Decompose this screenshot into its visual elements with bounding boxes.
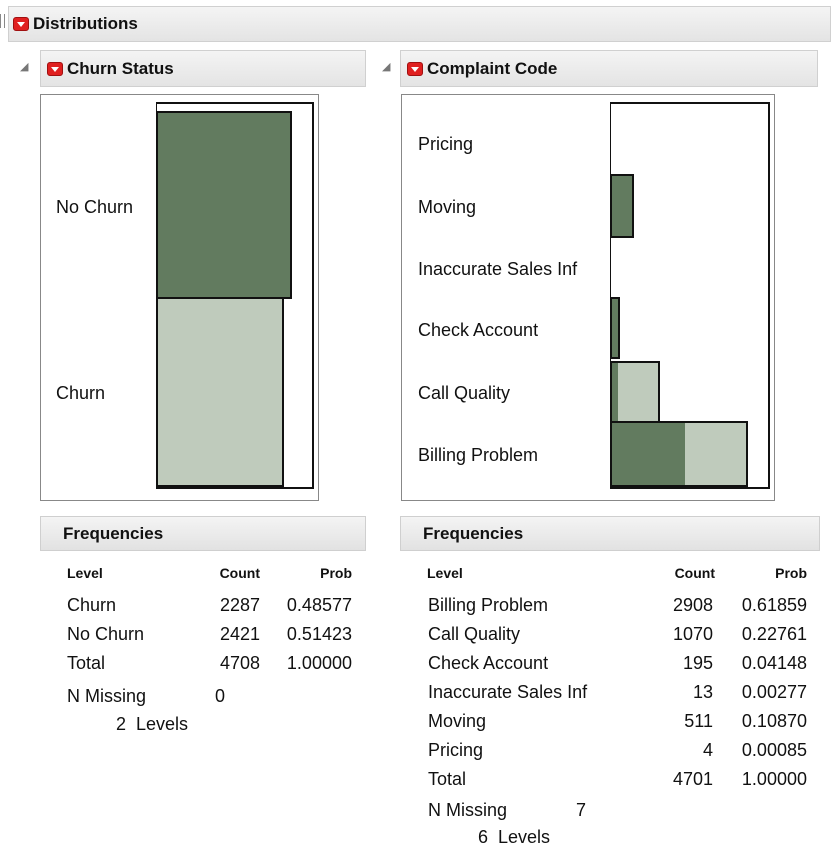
table-row-count: 13 xyxy=(692,682,713,702)
col-prob: Prob xyxy=(775,565,807,581)
churn-status-title: Churn Status xyxy=(67,58,174,78)
bar-check-account[interactable] xyxy=(610,297,620,359)
n-missing-label: N Missing xyxy=(428,800,508,820)
table-row-level: Total xyxy=(67,653,106,673)
complaint-frequencies-header[interactable]: Frequencies xyxy=(400,516,820,551)
table-row-prob: 0.00277 xyxy=(741,682,807,702)
frequencies-title: Frequencies xyxy=(423,523,524,543)
bar-no-churn[interactable] xyxy=(156,111,292,299)
axis-label-billing-problem: Billing Problem xyxy=(418,445,539,465)
table-row-level: No Churn xyxy=(67,624,145,644)
churn-frequencies-header[interactable]: Frequencies xyxy=(40,516,366,551)
table-row-level: Inaccurate Sales Inf xyxy=(428,682,588,702)
table-row-count: 4 xyxy=(702,740,713,760)
table-row-level: Check Account xyxy=(428,653,549,673)
disclosure-triangle-icon[interactable]: ◢ xyxy=(20,61,29,73)
table-row-level: Pricing xyxy=(428,740,484,760)
red-triangle-menu-icon[interactable] xyxy=(47,61,63,76)
col-count: Count xyxy=(219,565,260,581)
red-triangle-menu-icon[interactable] xyxy=(407,61,423,76)
splitter-handle[interactable] xyxy=(0,14,5,28)
table-row-prob: 0.04148 xyxy=(741,653,807,673)
levels-count: 2 Levels xyxy=(116,714,189,734)
table-row-prob: 0.22761 xyxy=(741,624,807,644)
table-row-prob: 1.00000 xyxy=(286,653,352,673)
table-row-prob: 0.00085 xyxy=(741,740,807,760)
table-row-level: Churn xyxy=(67,595,117,615)
table-row-prob: 0.61859 xyxy=(741,595,807,615)
col-count: Count xyxy=(674,565,715,581)
axis-label-check-account: Check Account xyxy=(418,320,539,340)
complaint-code-plot: Pricing Moving Inaccurate Sales Inf Chec… xyxy=(401,94,775,501)
bar-moving[interactable] xyxy=(610,174,634,238)
levels-count: 6 Levels xyxy=(478,827,551,847)
table-row-count: 511 xyxy=(684,711,713,731)
table-row-count: 2287 xyxy=(219,595,260,615)
churn-status-plot: No Churn Churn xyxy=(40,94,319,501)
table-row-count: 4708 xyxy=(219,653,260,673)
distributions-header[interactable]: Distributions xyxy=(8,6,831,42)
n-missing-value: 7 xyxy=(576,800,587,820)
table-row-level: Billing Problem xyxy=(428,595,549,615)
distributions-title: Distributions xyxy=(33,14,138,33)
table-row-prob: 0.51423 xyxy=(286,624,352,644)
table-row-level: Total xyxy=(428,769,467,789)
table-row-count: 4701 xyxy=(672,769,713,789)
axis-label-churn: Churn xyxy=(56,383,106,403)
bar-billing-problem-churn[interactable] xyxy=(610,421,685,487)
axis-label-pricing: Pricing xyxy=(418,134,474,154)
table-row-count: 1070 xyxy=(672,624,713,644)
col-prob: Prob xyxy=(320,565,352,581)
bar-call-quality-churn[interactable] xyxy=(610,361,618,423)
n-missing-label: N Missing xyxy=(67,686,147,706)
bar-churn[interactable] xyxy=(156,297,284,487)
table-row-prob: 1.00000 xyxy=(741,769,807,789)
table-row-count: 195 xyxy=(682,653,713,673)
axis-label-moving: Moving xyxy=(418,197,477,217)
table-row-level: Moving xyxy=(428,711,487,731)
table-row-prob: 0.48577 xyxy=(286,595,352,615)
table-row-level: Call Quality xyxy=(428,624,521,644)
red-triangle-menu-icon[interactable] xyxy=(13,17,29,31)
table-row-count: 2908 xyxy=(672,595,713,615)
complaint-code-header[interactable]: Complaint Code xyxy=(400,50,818,87)
col-level: Level xyxy=(427,565,463,581)
frequencies-title: Frequencies xyxy=(63,523,164,543)
axis-label-inaccurate-sales: Inaccurate Sales Inf xyxy=(418,259,578,279)
n-missing-value: 0 xyxy=(215,686,226,706)
axis-label-call-quality: Call Quality xyxy=(418,383,511,403)
table-row-prob: 0.10870 xyxy=(741,711,807,731)
disclosure-triangle-icon[interactable]: ◢ xyxy=(382,61,391,73)
churn-status-header[interactable]: Churn Status xyxy=(40,50,366,87)
table-row-count: 2421 xyxy=(219,624,260,644)
col-level: Level xyxy=(67,565,103,581)
complaint-code-title: Complaint Code xyxy=(427,58,558,78)
axis-label-no-churn: No Churn xyxy=(56,197,134,217)
